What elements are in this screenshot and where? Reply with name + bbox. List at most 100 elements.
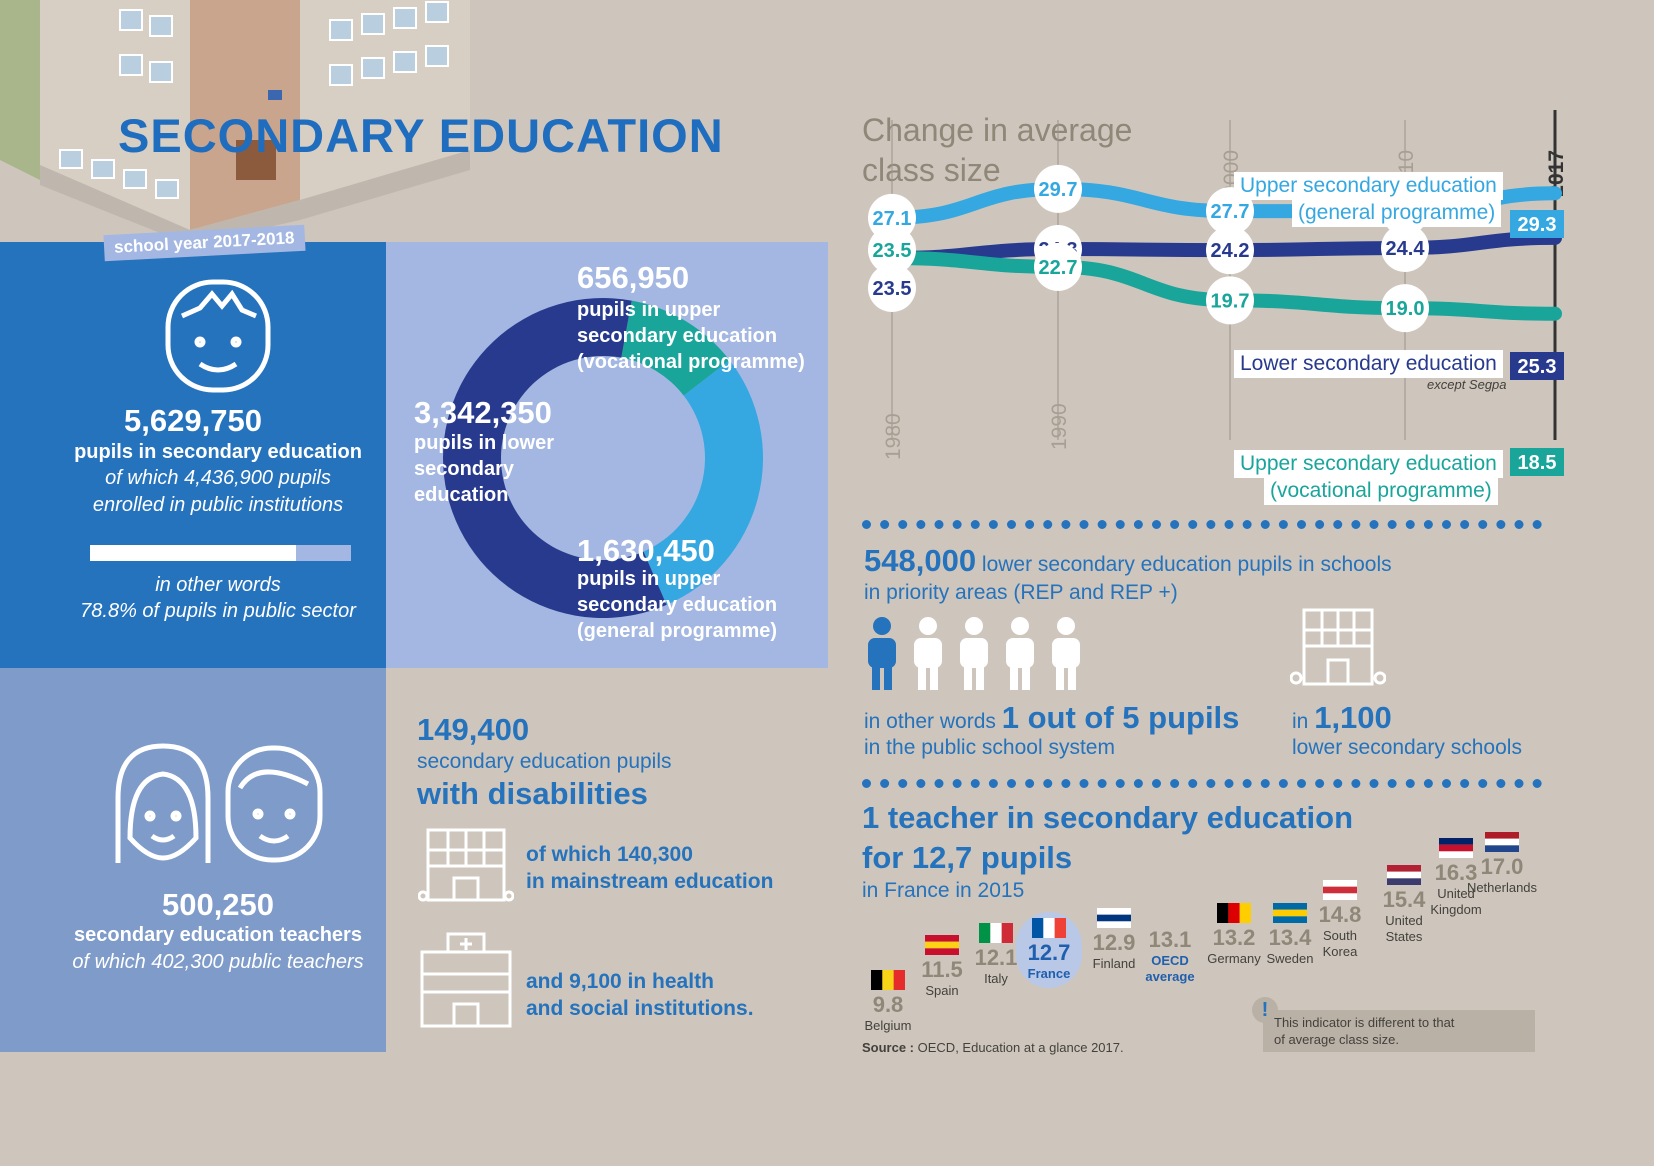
priority-text-1: lower secondary education pupils in scho…: [981, 553, 1392, 576]
flag-icon: [1273, 903, 1307, 923]
donut-slice-lower: [442, 297, 667, 618]
general-value: 1,630,450: [577, 533, 715, 568]
teachers-detail: of which 402,300 public teachers: [72, 951, 364, 973]
point-vocational-2000: [1206, 276, 1254, 325]
flag-icon: [1439, 838, 1473, 858]
general-l1: pupils in upper: [577, 568, 721, 590]
value-label-vocational-2000: 19.7: [1211, 290, 1250, 312]
country-name: France: [1027, 966, 1071, 982]
flag-icon: [1485, 832, 1519, 852]
schools-in: in: [1292, 710, 1309, 733]
teachers-faces-icon: [115, 743, 323, 863]
info-icon: !: [1252, 997, 1278, 1023]
divider-2: [862, 779, 1542, 788]
pupils-words-1: in other words: [155, 574, 281, 596]
person-icon-1: [868, 617, 896, 690]
country-value: 12.7: [1027, 940, 1071, 965]
pupils-detail-1: of which 4,436,900 pupils: [105, 467, 331, 489]
country-name: South: [1323, 928, 1357, 944]
school-building-icon: [418, 828, 514, 902]
country-name: Belgium: [864, 1018, 912, 1034]
ratio-line: in other words 1 out of 5 pupils: [864, 700, 1239, 736]
flag-icon: [871, 970, 905, 990]
priority-text-2: in priority areas (REP and REP +): [864, 581, 1178, 604]
country-name-2: States: [1385, 928, 1423, 944]
class-size-title-2: class size: [862, 152, 1001, 188]
pupils-label: pupils in secondary education: [74, 441, 362, 463]
health-1: and 9,100 in health: [526, 970, 714, 993]
teachers-panel: [0, 668, 386, 1052]
point-vocational-1980: [868, 225, 916, 274]
lower-l1: pupils in lower: [414, 432, 555, 454]
schools-value: 1,100: [1314, 700, 1392, 735]
point-general-1990: [1034, 164, 1082, 213]
flag-icon: [1387, 865, 1421, 885]
teachers-value: 500,250: [161, 887, 275, 922]
teachers-label: secondary education teachers: [74, 924, 362, 946]
lower-school-icon: [1290, 608, 1386, 686]
flag-icon: [1032, 918, 1066, 938]
country-2: 12.1 Italy: [956, 923, 1036, 987]
country-name: Sweden: [1266, 951, 1314, 967]
health-building-icon: [420, 932, 512, 1028]
note-box: [1263, 1010, 1535, 1052]
person-icon-2: [914, 617, 942, 690]
value-label-vocational-1990: 22.7: [1039, 257, 1078, 279]
flag-icon: [1323, 880, 1357, 900]
country-7: 13.4 Sweden: [1250, 903, 1330, 967]
country-11: 17.0 Netherlands: [1462, 832, 1542, 896]
ratio-value: 1 out of 5 pupils: [1001, 700, 1240, 735]
country-name: Netherlands: [1466, 880, 1538, 896]
country-value: 9.8: [872, 992, 904, 1017]
country-value: 15.4: [1382, 887, 1426, 912]
value-label-lower-1980: 23.5: [873, 278, 912, 300]
lower-value: 3,342,350: [414, 395, 552, 430]
note-2: of average class size.: [1274, 1032, 1400, 1047]
value-label-lower-2000: 24.2: [1211, 240, 1250, 262]
vocational-l3: (vocational programme): [577, 351, 805, 373]
pupils-donut-chart: [442, 297, 763, 618]
value-label-lower-2010: 24.4: [1386, 238, 1426, 260]
source-line: Source : OECD, Education at a glance 201…: [862, 1040, 1124, 1055]
country-6: 13.2 Germany: [1194, 903, 1274, 967]
ratio-title-2: for 12,7 pupils: [862, 840, 1073, 875]
country-3: 12.7 France: [1016, 912, 1082, 988]
donut-slice-vocational: [621, 300, 730, 396]
source-text: OECD, Education at a glance 2017.: [917, 1040, 1124, 1055]
disabilities-l2: with disabilities: [417, 776, 648, 811]
country-name: United: [1385, 913, 1423, 929]
vocational-value: 656,950: [577, 260, 690, 295]
country-name: Finland: [1092, 956, 1136, 972]
year-label-1980: 1980: [882, 413, 905, 460]
country-name-2: Korea: [1322, 943, 1358, 959]
class-size-title-1: Change in average: [862, 112, 1133, 148]
point-lower-2000: [1206, 226, 1254, 275]
value-label-general-1990: 29.7: [1039, 179, 1078, 201]
country-0: 9.8 Belgium: [848, 970, 928, 1034]
country-value: 17.0: [1480, 854, 1524, 879]
end-badge-vocational: [1510, 448, 1564, 476]
lower-l3: education: [414, 484, 509, 506]
general-l3: (general programme): [577, 620, 778, 642]
ratio-words: in other words: [864, 710, 996, 733]
general-series-label-1: Upper secondary education: [1234, 172, 1503, 200]
pupils-detail-2: enrolled in public institutions: [92, 494, 344, 516]
donut-slice-general: [643, 360, 763, 605]
vocational-series-label-1: Upper secondary education: [1234, 450, 1503, 478]
lower-series-note: except Segpa: [1427, 377, 1507, 392]
person-icon-4: [1006, 617, 1034, 690]
country-name: OECD: [1151, 953, 1189, 969]
country-name: Spain: [925, 983, 959, 999]
country-5: 13.1 OECD average: [1130, 927, 1210, 985]
point-vocational-1990: [1034, 242, 1082, 291]
country-name-2: average: [1145, 968, 1195, 984]
disabilities-value: 149,400: [417, 712, 530, 747]
person-icon-3: [960, 617, 988, 690]
value-label-vocational-1980: 23.5: [873, 240, 912, 262]
end-value-vocational: 18.5: [1518, 452, 1557, 474]
pupils-total: 5,629,750: [124, 403, 262, 438]
year-label-2017: 2017: [1545, 150, 1568, 197]
year-label-1990: 1990: [1048, 403, 1071, 450]
country-10: 16.3 United Kingdom: [1416, 838, 1496, 918]
source-label: Source :: [862, 1040, 915, 1055]
